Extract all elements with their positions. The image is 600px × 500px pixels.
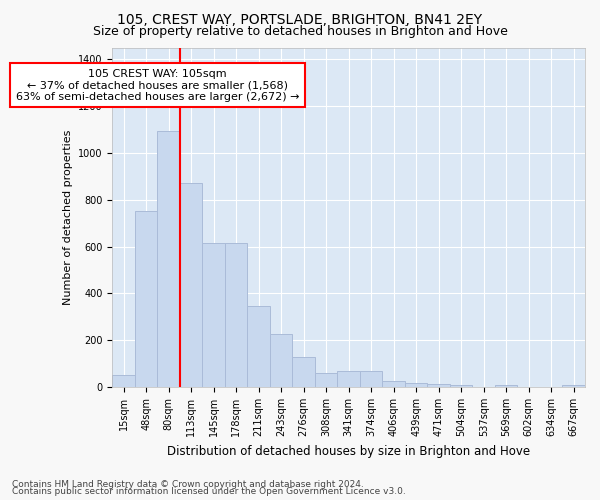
Text: Size of property relative to detached houses in Brighton and Hove: Size of property relative to detached ho… (92, 25, 508, 38)
Bar (292, 356, 315, 387)
Text: 105 CREST WAY: 105sqm
← 37% of detached houses are smaller (1,568)
63% of semi-d: 105 CREST WAY: 105sqm ← 37% of detached … (16, 68, 299, 102)
Text: 105, CREST WAY, PORTSLADE, BRIGHTON, BN41 2EY: 105, CREST WAY, PORTSLADE, BRIGHTON, BN4… (118, 12, 482, 26)
Bar (270, 334, 292, 387)
Bar (157, 130, 180, 387)
Bar (135, 212, 157, 387)
Bar (202, 243, 225, 387)
Bar (495, 385, 517, 387)
Bar (562, 385, 585, 387)
Bar (450, 384, 472, 387)
Bar (112, 376, 135, 387)
Bar (247, 306, 270, 387)
Bar (405, 383, 427, 387)
Bar (225, 243, 247, 387)
Bar (360, 370, 382, 387)
Bar (427, 384, 450, 387)
Y-axis label: Number of detached properties: Number of detached properties (62, 130, 73, 305)
Text: Contains public sector information licensed under the Open Government Licence v3: Contains public sector information licen… (12, 488, 406, 496)
Bar (180, 184, 202, 387)
Bar (337, 370, 360, 387)
Text: Contains HM Land Registry data © Crown copyright and database right 2024.: Contains HM Land Registry data © Crown c… (12, 480, 364, 489)
Bar (382, 381, 405, 387)
X-axis label: Distribution of detached houses by size in Brighton and Hove: Distribution of detached houses by size … (167, 444, 530, 458)
Bar (315, 373, 337, 387)
